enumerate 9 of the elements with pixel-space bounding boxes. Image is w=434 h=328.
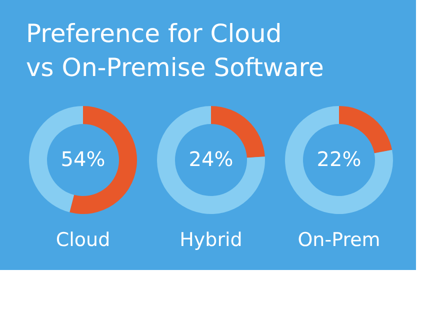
data-label: 22% — [316, 147, 362, 171]
text: Cloud — [56, 229, 110, 251]
donut-slice — [285, 106, 393, 214]
data-label: 24% — [188, 147, 234, 171]
text: Hybrid — [180, 229, 242, 251]
donut-slice — [157, 106, 265, 214]
chart-title: Preference for Cloud vs On-Premise Software — [26, 19, 324, 82]
data-label: 54% — [60, 147, 106, 171]
text: On-Prem — [298, 229, 380, 251]
